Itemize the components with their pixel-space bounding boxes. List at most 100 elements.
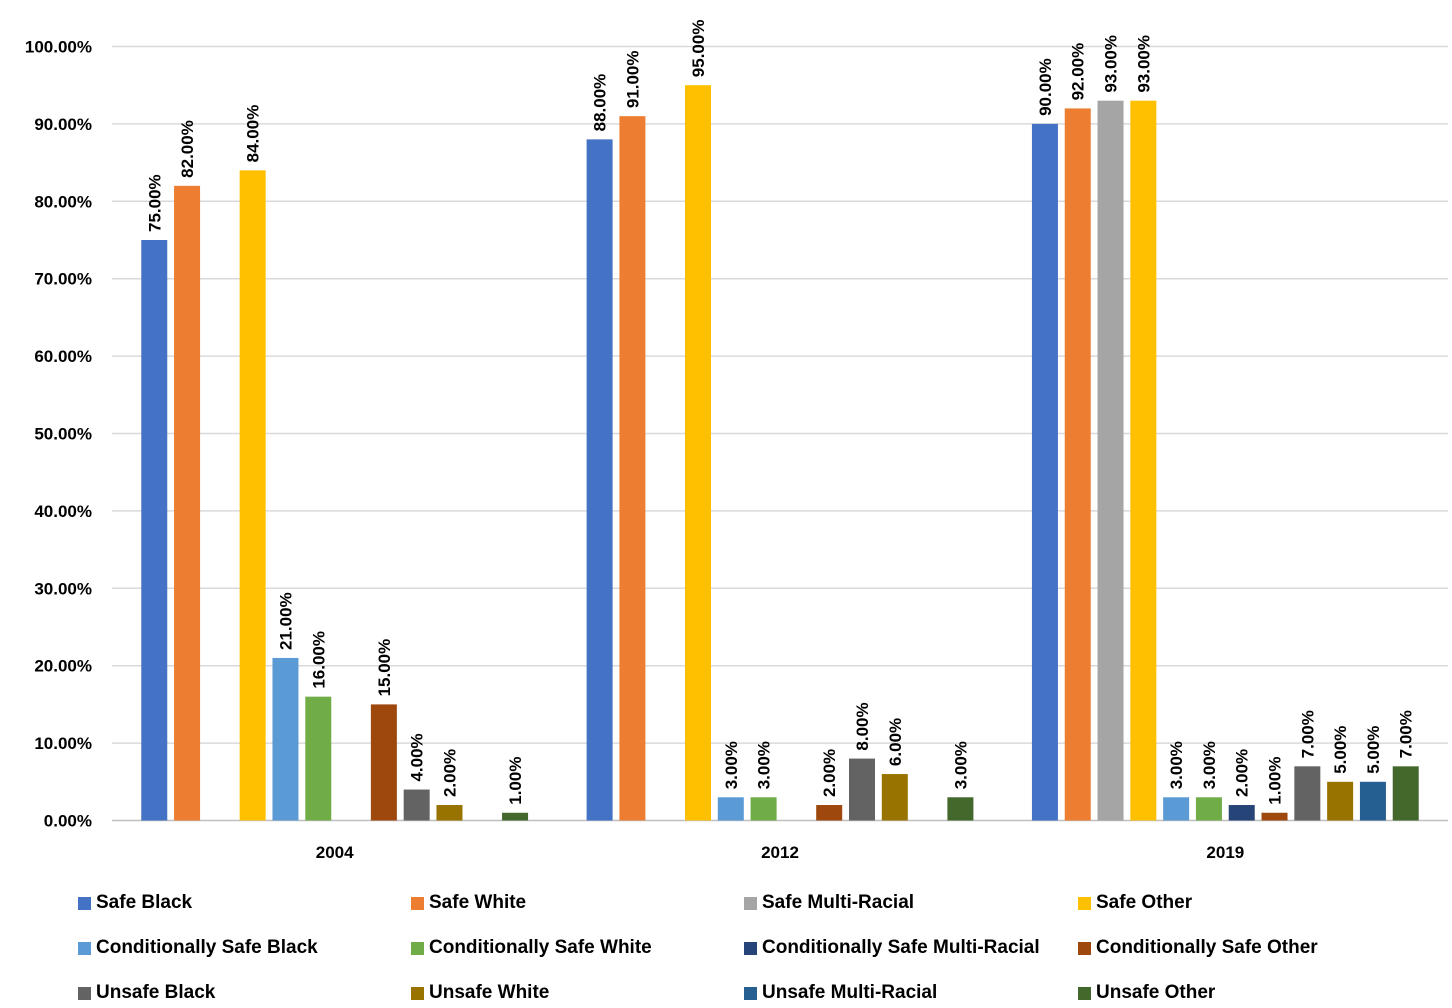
- x-category-label: 2012: [761, 843, 799, 862]
- legend-item: Safe Multi-Racial: [744, 892, 914, 914]
- bar: [174, 185, 201, 821]
- data-label: 92.00%: [1069, 43, 1088, 101]
- x-axis: 2004 2012 2019: [316, 843, 1244, 862]
- legend-swatch: [411, 986, 424, 1000]
- legend-label: Unsafe White: [429, 982, 550, 1003]
- legend-swatch: [411, 941, 424, 955]
- legend-item: Unsafe Black: [78, 982, 215, 1004]
- legend-label: Unsafe Black: [96, 982, 216, 1003]
- bar: [849, 758, 875, 821]
- legend-item: Safe Other: [1078, 892, 1192, 914]
- y-tick-label: 30.00%: [34, 579, 92, 598]
- legend-label: Unsafe Multi-Racial: [762, 982, 938, 1003]
- data-label: 16.00%: [309, 631, 328, 689]
- bar: [502, 812, 529, 821]
- data-label: 3.00%: [1200, 741, 1219, 789]
- y-tick-label: 50.00%: [34, 425, 92, 444]
- legend-item: Safe White: [411, 892, 526, 914]
- legend-label: Conditionally Safe Other: [1096, 937, 1318, 958]
- data-label: 15.00%: [375, 639, 394, 697]
- data-label: 75.00%: [145, 174, 164, 232]
- legend-swatch: [78, 986, 91, 1000]
- legend-label: Safe Multi-Racial: [762, 892, 915, 913]
- data-label: 7.00%: [1397, 710, 1416, 758]
- bars: [141, 85, 1419, 821]
- bar: [370, 704, 397, 821]
- bar: [1031, 123, 1058, 821]
- bar: [816, 805, 843, 821]
- bar: [881, 774, 908, 821]
- bar: [141, 240, 168, 821]
- bar: [947, 797, 974, 821]
- legend-item: Conditionally Safe Other: [1078, 937, 1318, 959]
- data-label: 1.00%: [1266, 757, 1285, 805]
- data-label: 4.00%: [408, 733, 427, 781]
- data-label: 6.00%: [886, 718, 905, 766]
- bar: [586, 139, 613, 821]
- legend-swatch: [1078, 896, 1091, 910]
- y-tick-label: 100.00%: [25, 38, 92, 57]
- bar: [685, 85, 711, 821]
- legend-item: Safe Black: [78, 892, 192, 914]
- data-label: 3.00%: [755, 741, 774, 789]
- legend-swatch: [78, 896, 91, 910]
- bar: [1163, 797, 1190, 821]
- legend-swatch: [1078, 941, 1091, 955]
- data-label: 5.00%: [1331, 726, 1350, 774]
- data-label: 93.00%: [1134, 35, 1153, 93]
- legend-swatch: [744, 896, 757, 910]
- legend-item: Conditionally Safe White: [411, 937, 652, 959]
- legend-item: Conditionally Safe Black: [78, 937, 318, 959]
- y-tick-label: 20.00%: [34, 657, 92, 676]
- bar: [1097, 100, 1124, 821]
- bar: [750, 797, 777, 821]
- legend-item: Conditionally Safe Multi-Racial: [744, 937, 1040, 959]
- legend-label: Conditionally Safe White: [429, 937, 652, 958]
- data-label: 5.00%: [1364, 726, 1383, 774]
- x-category-label: 2019: [1206, 843, 1244, 862]
- data-label: 2.00%: [1233, 749, 1252, 797]
- legend-item: Unsafe White: [411, 982, 549, 1004]
- legend-label: Unsafe Other: [1096, 982, 1216, 1003]
- legend-swatch: [411, 896, 424, 910]
- legend-swatch: [744, 941, 757, 955]
- bar: [1261, 812, 1288, 821]
- legend-item: Unsafe Multi-Racial: [744, 982, 937, 1004]
- data-label: 3.00%: [1167, 741, 1186, 789]
- legend-label: Safe White: [429, 892, 527, 913]
- data-label: 2.00%: [820, 749, 839, 797]
- bar: [305, 696, 332, 821]
- bar: [1359, 781, 1386, 821]
- bar: [1327, 781, 1354, 821]
- legend-item: Unsafe Other: [1078, 982, 1215, 1004]
- legend-label: Conditionally Safe Multi-Racial: [762, 937, 1040, 958]
- data-label: 82.00%: [178, 120, 197, 178]
- legend-swatch: [78, 941, 91, 955]
- data-label: 2.00%: [440, 749, 459, 797]
- bar: [1392, 766, 1419, 821]
- legend-label: Safe Black: [96, 892, 193, 913]
- bar: [1294, 766, 1321, 821]
- data-label: 8.00%: [853, 702, 872, 750]
- data-label: 93.00%: [1102, 35, 1121, 93]
- y-tick-label: 90.00%: [34, 115, 92, 134]
- bar: [239, 170, 266, 821]
- data-label: 95.00%: [689, 20, 708, 78]
- data-label: 91.00%: [623, 50, 642, 108]
- bar: [619, 116, 646, 821]
- data-label: 88.00%: [591, 74, 610, 132]
- data-label: 3.00%: [951, 741, 970, 789]
- data-label: 3.00%: [722, 741, 741, 789]
- y-tick-label: 40.00%: [34, 502, 92, 521]
- bar: [436, 805, 463, 821]
- data-label: 90.00%: [1036, 58, 1055, 116]
- gridlines: [112, 45, 1448, 822]
- data-label: 84.00%: [244, 105, 263, 163]
- y-tick-label: 60.00%: [34, 347, 92, 366]
- data-label: 21.00%: [276, 592, 295, 650]
- bar: [403, 789, 430, 821]
- x-category-label: 2004: [316, 843, 354, 862]
- data-labels: 75.00% 88.00% 90.00% 82.00% 91.00% 92.00% 93.0…: [145, 20, 1415, 805]
- legend-label: Conditionally Safe Black: [96, 937, 318, 958]
